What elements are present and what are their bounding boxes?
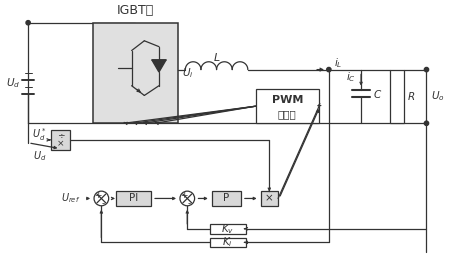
Text: P: P — [223, 193, 229, 203]
Text: $U^*_d$: $U^*_d$ — [32, 127, 47, 144]
Text: +: + — [179, 191, 187, 200]
Bar — [93, 23, 178, 123]
Text: $L$: $L$ — [213, 51, 220, 63]
Text: -: - — [188, 199, 191, 208]
Bar — [210, 224, 246, 233]
Bar — [210, 238, 246, 247]
Text: $i_L$: $i_L$ — [334, 56, 342, 70]
Circle shape — [425, 67, 429, 72]
Text: $K_v$: $K_v$ — [221, 222, 234, 236]
Text: $U_{ref}$: $U_{ref}$ — [62, 192, 81, 205]
Circle shape — [425, 121, 429, 125]
Text: $U_d$: $U_d$ — [33, 150, 47, 163]
Circle shape — [180, 191, 195, 206]
Bar — [116, 191, 151, 206]
Text: ÷: ÷ — [56, 131, 64, 140]
Text: ×: × — [265, 193, 274, 203]
Bar — [51, 130, 70, 150]
Circle shape — [26, 21, 30, 25]
Circle shape — [94, 191, 109, 206]
Text: $C$: $C$ — [373, 87, 382, 100]
Text: +: + — [94, 191, 101, 200]
Text: PI: PI — [129, 193, 138, 203]
Text: $i_C$: $i_C$ — [346, 70, 356, 84]
Polygon shape — [152, 60, 166, 72]
Text: $U_o$: $U_o$ — [432, 89, 445, 103]
Text: $U_d$: $U_d$ — [6, 76, 21, 90]
Circle shape — [327, 67, 331, 72]
Bar — [212, 191, 241, 206]
Bar — [256, 89, 319, 123]
Text: -: - — [102, 199, 105, 208]
Text: PWM: PWM — [272, 95, 303, 105]
Text: $U_i$: $U_i$ — [182, 66, 194, 80]
Text: 发生器: 发生器 — [278, 109, 297, 119]
Text: ×: × — [56, 139, 64, 148]
Text: $K_i$: $K_i$ — [222, 235, 233, 249]
Text: $R$: $R$ — [407, 91, 415, 102]
Text: IGBT桥: IGBT桥 — [116, 4, 154, 17]
Bar — [260, 191, 278, 206]
Bar — [391, 70, 404, 123]
